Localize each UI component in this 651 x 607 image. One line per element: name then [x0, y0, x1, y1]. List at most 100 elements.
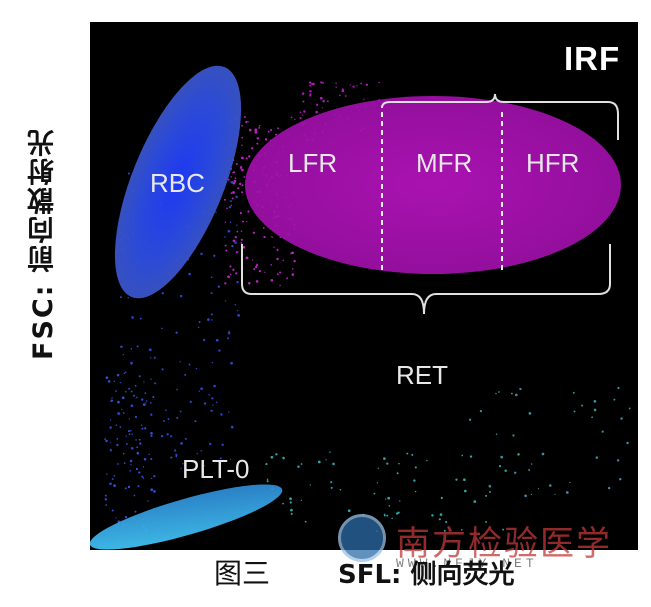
scatter-dot [175, 453, 178, 457]
scatter-dot [180, 442, 183, 445]
scatter-dot [113, 380, 116, 382]
scatter-dot [153, 475, 156, 478]
scatter-dot [175, 455, 178, 458]
scatter-dot [461, 454, 464, 457]
scatter-dot [128, 418, 131, 420]
scatter-dot [292, 268, 294, 270]
scatter-dot [414, 490, 417, 493]
scatter-dot [514, 471, 517, 474]
scatter-dot [253, 267, 256, 271]
scatter-dot [115, 390, 117, 392]
scatter-dot [135, 467, 139, 471]
scatter-dot [297, 465, 300, 468]
scatter-dot [200, 387, 203, 391]
scatter-dot [396, 472, 399, 475]
scatter-dot [455, 478, 458, 481]
scatter-dot [275, 453, 278, 456]
scatter-dot [256, 263, 258, 265]
scatter-dot [198, 320, 201, 324]
scatter-dot [276, 273, 279, 276]
scatter-dot [210, 276, 213, 279]
scatter-dot [160, 434, 164, 438]
scatter-dot [130, 429, 132, 432]
scatter-dot [309, 90, 312, 93]
scatter-dot [121, 408, 123, 411]
scatter-dot [616, 459, 620, 462]
scatter-dot [230, 361, 233, 365]
scatter-dot [232, 239, 236, 243]
scatter-dot [289, 497, 292, 501]
scatter-dot [411, 453, 414, 456]
scatter-dot [194, 420, 197, 423]
scatter-dot [267, 130, 270, 133]
scatter-dot [138, 375, 141, 378]
scatter-dot [302, 114, 304, 116]
scatter-dot [228, 411, 230, 413]
scattergram: RBC LFR MFR HFR RET PLT-0 IRF [90, 22, 638, 550]
scatter-dot [613, 398, 616, 401]
scatter-dot [131, 447, 134, 450]
scatter-dot [303, 110, 306, 113]
scatter-dot [234, 177, 237, 179]
scatter-dot [242, 246, 246, 249]
scatter-dot [241, 191, 244, 194]
scatter-dot [233, 171, 236, 174]
scatter-dot [119, 381, 122, 384]
scatter-dot [224, 198, 226, 201]
scatter-dot [125, 435, 127, 437]
scatter-dot [152, 395, 155, 399]
scatter-dot [121, 396, 125, 400]
scatter-dot [227, 337, 230, 340]
scatter-dot [363, 98, 365, 101]
scatter-dot [117, 400, 120, 404]
scatter-dot [144, 392, 147, 394]
scatter-dot [150, 432, 153, 435]
scatter-dot [154, 382, 157, 385]
scatter-dot [153, 490, 156, 493]
scatter-dot [495, 433, 498, 435]
rbc-gate [114, 65, 242, 299]
scatter-dot [524, 494, 527, 498]
scatter-dot [528, 412, 532, 415]
scatter-dot [130, 390, 133, 393]
scatter-dot [302, 100, 305, 103]
scatter-dot [142, 466, 145, 468]
scatter-dot [129, 459, 133, 463]
scatter-dot [473, 500, 477, 503]
scatter-dot [488, 484, 492, 488]
scatter-dot [225, 249, 228, 252]
scatter-dot [170, 435, 173, 438]
scatter-dot [123, 462, 126, 464]
scatter-dot [150, 457, 153, 461]
scatter-dot [232, 268, 235, 271]
scatter-dot [127, 172, 130, 175]
scatter-dot [142, 477, 145, 479]
scatter-dot [149, 402, 152, 404]
scatter-dot [109, 482, 112, 485]
scatter-dot [119, 426, 122, 428]
scatter-dot [122, 412, 125, 414]
scatter-dot [237, 187, 240, 190]
scatter-dot [188, 272, 191, 276]
scatter-dot [130, 404, 134, 408]
scatter-dot [445, 520, 448, 523]
scatter-dot [127, 297, 129, 299]
irf-label: IRF [560, 40, 625, 78]
scatter-dot [119, 296, 122, 299]
scatter-dot [105, 439, 108, 443]
scatter-dot [227, 178, 230, 181]
scatter-dot [270, 279, 274, 282]
scatter-dot [373, 492, 376, 495]
scatter-dot [258, 269, 262, 273]
scatter-dot [245, 256, 249, 260]
scatter-dot [138, 438, 141, 441]
scatter-dot [365, 83, 369, 87]
scatter-dot [161, 368, 164, 371]
scatter-dot [254, 265, 258, 269]
scatter-dot [200, 450, 202, 452]
scatter-dot [115, 517, 117, 519]
scatter-dot [312, 82, 315, 86]
scatter-dot [246, 220, 248, 223]
scatter-dot [232, 191, 235, 194]
scatter-dot [517, 453, 520, 456]
